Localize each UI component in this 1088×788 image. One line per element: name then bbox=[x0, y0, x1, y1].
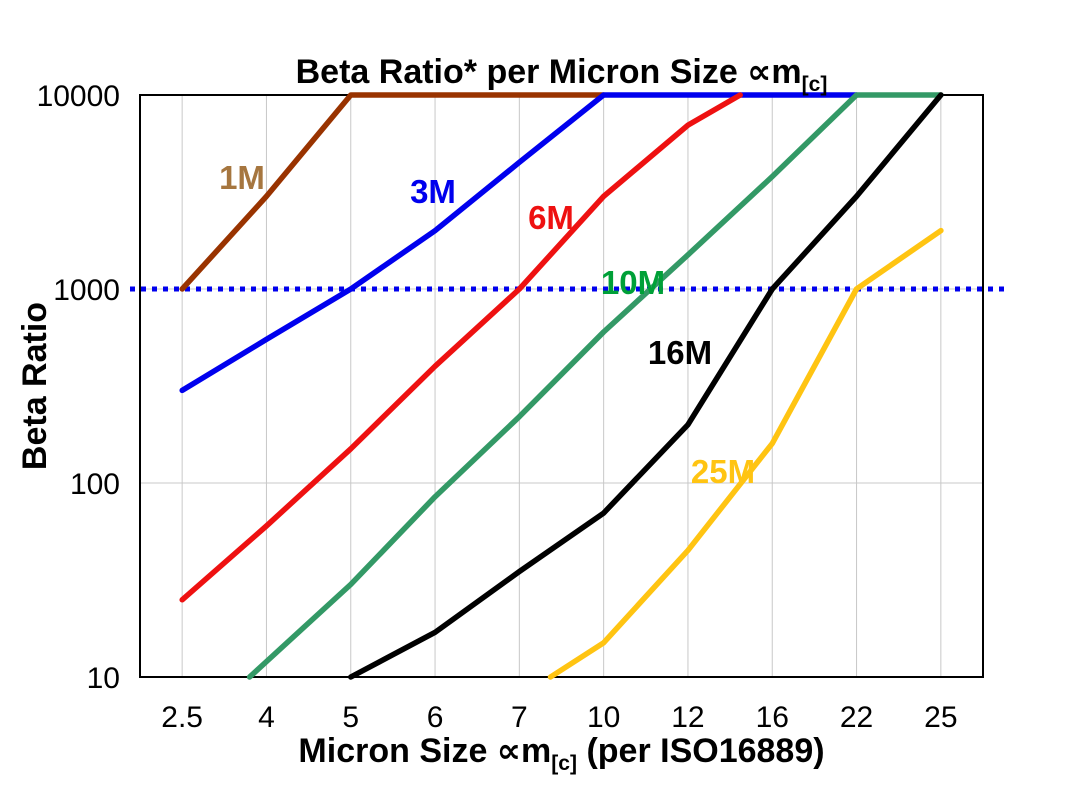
x-tick-25: 25 bbox=[924, 701, 957, 734]
series-label-6M: 6M bbox=[528, 199, 574, 236]
series-line-1M bbox=[179, 92, 607, 292]
x-tick-2.5: 2.5 bbox=[161, 701, 203, 734]
y-tick-100: 100 bbox=[70, 468, 120, 501]
chart-title-symbol: ∝m bbox=[747, 53, 802, 91]
chart-title-subscript: [c] bbox=[801, 72, 828, 96]
x-tick-5: 5 bbox=[342, 701, 359, 734]
series-label-3M: 3M bbox=[410, 173, 456, 210]
series-label-10M: 10M bbox=[601, 264, 665, 301]
x-tick-10: 10 bbox=[587, 701, 620, 734]
y-tick-10: 10 bbox=[87, 662, 120, 695]
x-axis-title-subscript: [c] bbox=[551, 751, 577, 775]
x-axis-title-symbol: ∝m bbox=[496, 732, 552, 770]
chart-title: Beta Ratio* per Micron Size ∝m[c] bbox=[140, 52, 983, 97]
x-tick-7: 7 bbox=[511, 701, 528, 734]
x-tick-4: 4 bbox=[258, 701, 275, 734]
series-label-25M: 25M bbox=[691, 453, 755, 490]
y-tick-10000: 10000 bbox=[37, 80, 120, 113]
series-line-6M bbox=[179, 92, 743, 603]
y-tick-1000: 1000 bbox=[53, 274, 120, 307]
series-line-10M bbox=[246, 92, 944, 680]
series-line-16M bbox=[348, 92, 944, 680]
x-tick-12: 12 bbox=[671, 701, 704, 734]
x-axis-title-suffix: (per ISO16889) bbox=[577, 732, 825, 770]
series-line-3M bbox=[179, 92, 860, 394]
x-axis-title: Micron Size ∝m[c] (per ISO16889) bbox=[140, 731, 983, 776]
x-tick-6: 6 bbox=[427, 701, 444, 734]
y-axis-title: Beta Ratio bbox=[16, 211, 56, 561]
x-tick-16: 16 bbox=[756, 701, 789, 734]
series-label-16M: 16M bbox=[648, 334, 712, 371]
chart-title-text: Beta Ratio* per Micron Size bbox=[295, 53, 748, 91]
x-tick-22: 22 bbox=[840, 701, 873, 734]
x-axis-title-text: Micron Size bbox=[298, 732, 497, 770]
series-label-1M: 1M bbox=[219, 159, 265, 196]
series-line-25M bbox=[547, 227, 944, 680]
y-axis-title-text: Beta Ratio bbox=[16, 301, 54, 471]
